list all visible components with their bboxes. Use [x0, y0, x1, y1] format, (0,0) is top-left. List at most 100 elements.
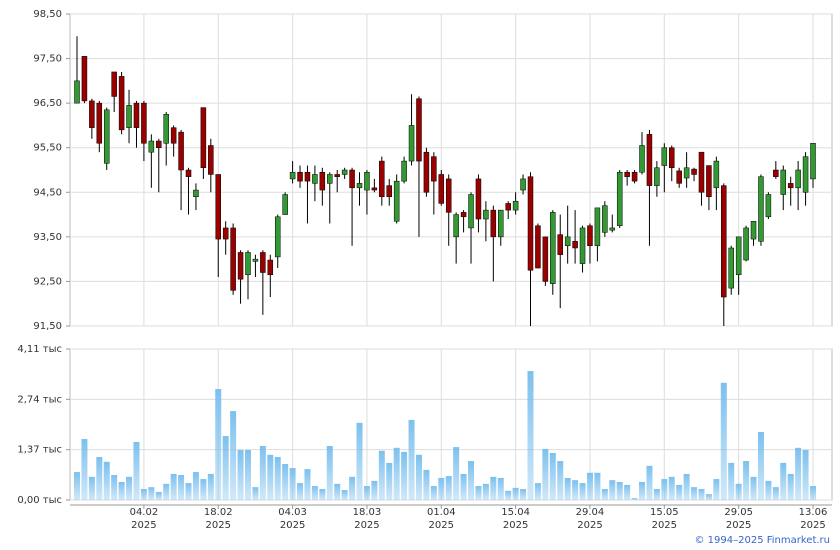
candle-body [334, 174, 340, 177]
volume-bar [750, 476, 757, 500]
volume-bar [713, 479, 720, 500]
volume-bar [705, 494, 712, 500]
y-tick-label: 93,50 [33, 232, 62, 243]
candle-body [780, 169, 787, 195]
volume-bar [520, 488, 527, 500]
candle-body [126, 105, 132, 128]
volume-bar [259, 445, 266, 500]
volume-bar [237, 450, 244, 500]
candle-body [364, 171, 370, 191]
volume-bar [468, 461, 475, 500]
volume-bar [363, 486, 370, 500]
volume-bar [267, 454, 274, 500]
volume-bar [795, 447, 802, 500]
candle-body [721, 185, 727, 298]
candle-body [274, 216, 281, 258]
candle-body [609, 227, 616, 231]
volume-bar [371, 480, 378, 500]
candle-body [535, 225, 541, 269]
volume-bar [252, 487, 259, 500]
candle-body [282, 194, 288, 215]
candle-body [691, 168, 697, 175]
volume-bar [787, 473, 794, 500]
volume-bar [527, 371, 534, 500]
volume-bar [542, 448, 549, 500]
candle-body [453, 214, 459, 238]
volume-bar [735, 483, 742, 500]
candle-body [401, 160, 407, 182]
volume-bar [170, 473, 177, 500]
candle-body [743, 227, 749, 261]
candle-body [163, 114, 169, 144]
volume-bar [230, 411, 237, 500]
volume-bar [772, 487, 779, 500]
volume-bar [579, 483, 586, 500]
volume-bar [490, 476, 497, 500]
volume-bar [96, 457, 103, 500]
candle-body [260, 252, 266, 273]
volume-bar [534, 483, 541, 500]
candle-body [341, 169, 348, 175]
candle-body [289, 171, 296, 180]
volume-bar [624, 484, 631, 500]
candle-body [483, 209, 489, 220]
candle-body [156, 140, 162, 148]
candle-body [520, 178, 526, 191]
candle-body [178, 131, 184, 171]
candle-body [468, 194, 474, 229]
x-tick-label: 29.05 2025 [724, 507, 753, 531]
y-tick-label: 91,50 [33, 321, 62, 332]
volume-bar [415, 454, 422, 500]
volume-bar [274, 457, 281, 500]
candle-body [527, 176, 534, 271]
volume-bar [765, 480, 772, 500]
x-tick-label: 15.04 2025 [501, 507, 530, 531]
volume-bar [163, 483, 170, 500]
volume-bar [631, 498, 638, 500]
candle-body [750, 221, 757, 240]
volume-bar [646, 465, 653, 500]
candle-body [393, 180, 400, 222]
candle-body [148, 140, 155, 153]
candle-body [304, 171, 311, 182]
volume-bar [126, 476, 133, 500]
volume-bar [676, 484, 683, 500]
volume-bar [282, 463, 289, 500]
candle-body [668, 147, 675, 169]
candle-body [460, 212, 467, 218]
candle-body [698, 151, 705, 193]
candle-body [74, 80, 80, 104]
volume-bar [311, 486, 318, 500]
volume-bar [297, 483, 304, 500]
candle-body [245, 252, 251, 275]
volume-bar [334, 483, 341, 500]
volume-bar [341, 490, 348, 500]
volume-bar [393, 447, 400, 500]
candle-body [96, 102, 103, 144]
volume-bar [549, 452, 556, 500]
volume-bar [594, 472, 601, 500]
candle-body [646, 134, 653, 186]
candle-body [237, 252, 244, 280]
candle-body [423, 151, 430, 193]
volume-bar [438, 477, 445, 500]
y-tick-label: 98,50 [33, 9, 62, 20]
volume-bar [378, 450, 385, 500]
candle-body [810, 143, 816, 180]
candle-body [728, 247, 734, 289]
volume-bar [453, 447, 460, 500]
candle-body [222, 227, 229, 240]
volume-bar [423, 469, 430, 500]
footer[interactable]: © 1994–2025 Finmarket.ru [694, 535, 830, 546]
volume-bar [111, 475, 118, 500]
candle-body [795, 169, 801, 189]
candle-body [208, 145, 214, 175]
candle-body [408, 125, 415, 162]
volume-bar [356, 422, 363, 500]
candle-body [624, 171, 630, 177]
candle-body [312, 174, 318, 184]
volume-bar [430, 486, 437, 500]
candle-body [631, 171, 638, 182]
